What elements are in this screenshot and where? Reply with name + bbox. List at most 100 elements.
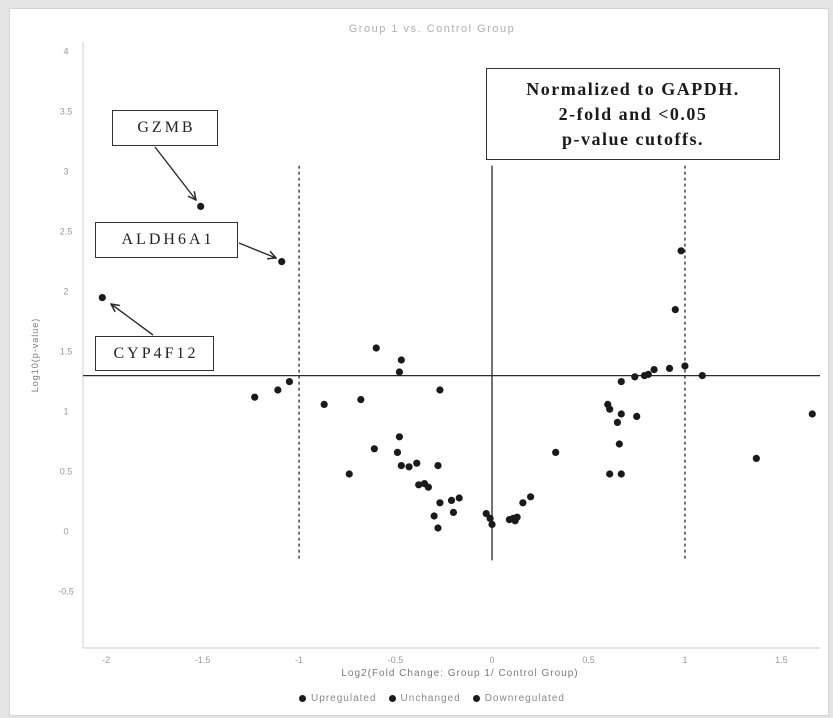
data-point-downregulated bbox=[98, 294, 106, 302]
data-point-unchanged bbox=[397, 356, 405, 364]
data-point-unchanged bbox=[527, 493, 535, 501]
annotation-arrow-aldh6a1 bbox=[238, 242, 276, 258]
data-point-unchanged bbox=[698, 372, 706, 380]
y-tick-label: 4 bbox=[63, 47, 68, 57]
x-tick-label: -1 bbox=[295, 655, 303, 665]
x-axis-label: Log2(Fold Change: Group 1/ Control Group… bbox=[341, 668, 579, 679]
data-point-unchanged bbox=[397, 462, 405, 470]
annotation-arrow-cyp4f12 bbox=[111, 304, 154, 336]
x-tick-label: 0.5 bbox=[582, 655, 595, 665]
data-point-unchanged bbox=[274, 386, 282, 394]
tick-labels-layer: -2 -1.5 -1 -0.5 0 0.5 1 1.5 -0.5 0 0.5 1 1.5 2 2.5 3 3.5… bbox=[58, 47, 787, 665]
annotation-arrow-gzmb bbox=[154, 146, 196, 200]
note-line: 2-fold and <0.05 bbox=[558, 104, 708, 124]
data-point-unchanged bbox=[395, 368, 404, 376]
data-point-unchanged bbox=[488, 520, 496, 529]
data-point-unchanged bbox=[430, 512, 438, 520]
legend-label: Unchanged bbox=[400, 693, 461, 704]
data-point-unchanged bbox=[405, 463, 413, 471]
data-point-unchanged bbox=[671, 306, 679, 314]
note-line: Normalized to GAPDH. bbox=[526, 79, 740, 99]
data-point-unchanged bbox=[752, 454, 760, 462]
data-point-unchanged bbox=[617, 470, 625, 478]
data-point-unchanged bbox=[640, 372, 649, 380]
data-point-downregulated bbox=[197, 202, 205, 210]
legend-marker-icon bbox=[299, 695, 307, 702]
data-point-unchanged bbox=[617, 410, 625, 418]
data-point-unchanged bbox=[413, 459, 421, 467]
x-tick-label: -2 bbox=[102, 655, 110, 665]
data-point-unchanged bbox=[455, 494, 463, 502]
x-tick-label: 1.5 bbox=[775, 655, 788, 665]
y-tick-label: 2.5 bbox=[60, 227, 73, 237]
legend-label: Downregulated bbox=[484, 693, 565, 704]
data-point-unchanged bbox=[424, 483, 432, 491]
data-point-unchanged bbox=[415, 481, 423, 489]
data-point-unchanged bbox=[372, 344, 380, 352]
annotation-label-aldh6a1: ALDH6A1 bbox=[95, 222, 238, 258]
y-tick-label: 3 bbox=[63, 167, 68, 177]
y-tick-label: 0 bbox=[63, 527, 68, 537]
data-point-unchanged bbox=[633, 412, 641, 420]
legend-label: Upregulated bbox=[311, 693, 377, 704]
legend-marker-icon bbox=[472, 695, 480, 702]
y-tick-label: 1.5 bbox=[60, 347, 73, 357]
data-point-unchanged bbox=[606, 405, 614, 413]
data-point-unchanged bbox=[436, 386, 444, 394]
axes-layer bbox=[82, 42, 820, 649]
y-tick-label: -0.5 bbox=[58, 587, 74, 597]
data-point-downregulated bbox=[278, 258, 286, 266]
normalization-note-box: Normalized to GAPDH. 2-fold and <0.05 p-… bbox=[486, 68, 780, 160]
legend: Upregulated Unchanged Downregulated bbox=[82, 693, 782, 704]
data-point-unchanged bbox=[615, 440, 623, 448]
cutoff-lines-layer bbox=[83, 165, 820, 561]
legend-item-upregulated[interactable]: Upregulated bbox=[299, 693, 376, 704]
chart-title: Group 1 vs. Control Group bbox=[348, 23, 516, 35]
data-point-unchanged bbox=[665, 364, 674, 372]
data-point-unchanged bbox=[285, 378, 294, 386]
data-point-unchanged bbox=[434, 524, 442, 532]
data-point-unchanged bbox=[482, 509, 490, 518]
data-point-unchanged bbox=[606, 470, 614, 478]
data-point-unchanged bbox=[251, 393, 259, 401]
data-point-unchanged bbox=[370, 445, 378, 453]
data-point-unchanged bbox=[395, 433, 404, 441]
data-point-unchanged bbox=[650, 366, 658, 374]
x-tick-label: 0 bbox=[490, 655, 495, 665]
legend-marker-icon bbox=[388, 695, 396, 702]
data-point-unchanged bbox=[681, 362, 689, 370]
data-point-unchanged bbox=[393, 448, 402, 456]
data-point-unchanged bbox=[511, 517, 519, 525]
data-point-unchanged bbox=[617, 378, 625, 386]
x-tick-label: -1.5 bbox=[195, 655, 211, 665]
annotation-label-cyp4f12: CYP4F12 bbox=[95, 336, 214, 371]
data-point-unchanged bbox=[631, 373, 639, 381]
data-points-layer bbox=[98, 202, 816, 532]
y-tick-label: 0.5 bbox=[60, 467, 73, 477]
data-point-unchanged bbox=[449, 508, 458, 516]
annotation-arrows-layer bbox=[111, 146, 276, 336]
data-point-unchanged bbox=[677, 247, 685, 255]
data-point-unchanged bbox=[486, 514, 494, 523]
annotation-label-gzmb: GZMB bbox=[112, 110, 218, 146]
data-point-unchanged bbox=[552, 448, 560, 456]
y-tick-label: 2 bbox=[63, 287, 68, 297]
y-axis-label: Log10(p-value) bbox=[30, 317, 40, 393]
legend-item-unchanged[interactable]: Unchanged bbox=[388, 693, 461, 704]
x-tick-label: 1 bbox=[682, 655, 687, 665]
data-point-unchanged bbox=[357, 396, 365, 404]
y-tick-label: 3.5 bbox=[60, 107, 73, 117]
data-point-unchanged bbox=[519, 499, 527, 507]
data-point-unchanged bbox=[436, 499, 444, 507]
data-point-unchanged bbox=[613, 418, 622, 426]
x-tick-label: -0.5 bbox=[388, 655, 404, 665]
data-point-unchanged bbox=[434, 462, 442, 470]
data-point-unchanged bbox=[808, 410, 816, 418]
note-line: p-value cutoffs. bbox=[562, 129, 704, 149]
legend-item-downregulated[interactable]: Downregulated bbox=[472, 693, 565, 704]
data-point-unchanged bbox=[447, 496, 456, 504]
data-point-unchanged bbox=[345, 470, 353, 478]
data-point-unchanged bbox=[320, 400, 328, 408]
